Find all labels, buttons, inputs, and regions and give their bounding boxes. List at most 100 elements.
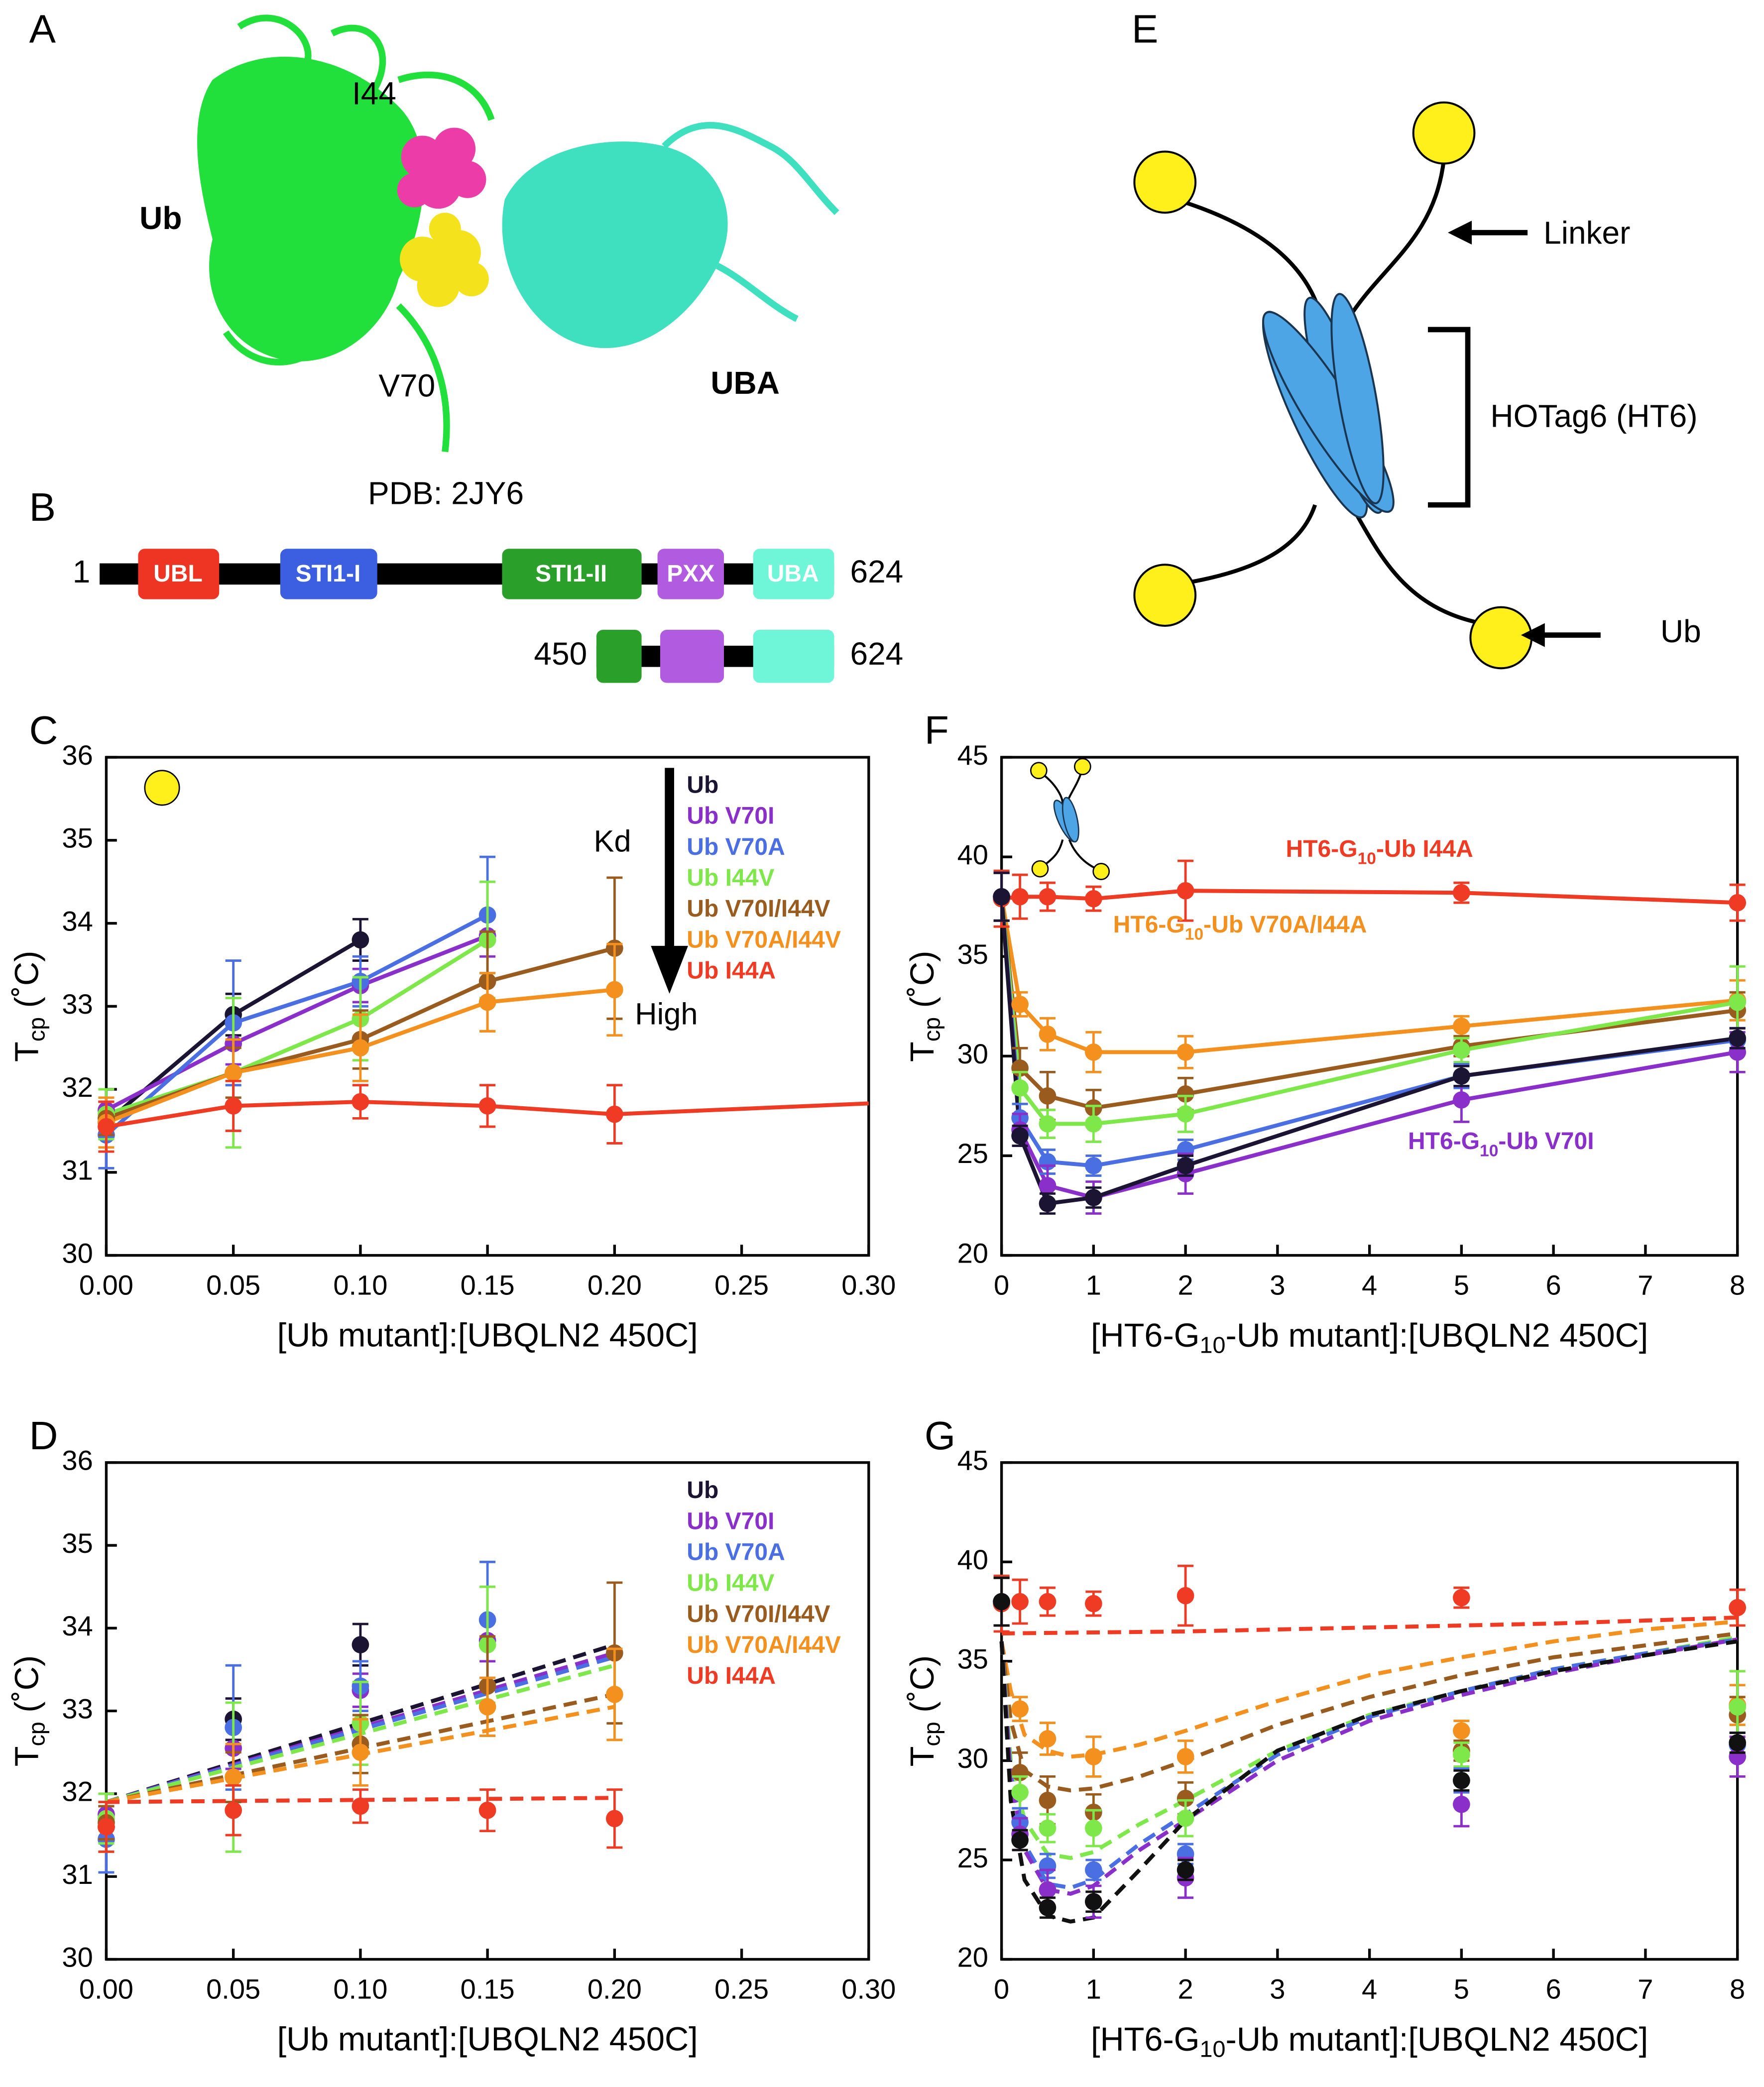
domain-box	[596, 629, 642, 683]
annotation: HT6-G10-Ub V70I	[1408, 1128, 1594, 1160]
data-point	[352, 1093, 369, 1111]
y-tick-label: 33	[62, 988, 93, 1020]
ht6-icon	[1030, 758, 1110, 880]
series-line	[106, 938, 489, 1116]
x-tick-label: 0.30	[841, 1269, 896, 1300]
y-tick-label: 30	[62, 1941, 93, 1972]
y-tick-label: 25	[957, 1138, 988, 1169]
legend-entry: Ub V70A/I44V	[687, 927, 841, 953]
annotation: HT6-G10-Ub I44A	[1286, 836, 1473, 868]
icon-ub	[1031, 860, 1049, 878]
fit-curve	[999, 1635, 1738, 1860]
y-tick-label: 35	[957, 938, 988, 970]
text-part: (˚C)	[8, 1655, 45, 1722]
x-tick-label: 7	[1638, 1269, 1653, 1300]
text-part: [HT6-G	[1091, 2021, 1200, 2058]
i44-spheres	[397, 127, 486, 209]
data-point	[1729, 1698, 1746, 1716]
x-tick-label: 5	[1454, 1269, 1469, 1300]
x-tick-label: 0.15	[461, 1973, 515, 2004]
data-point	[352, 1743, 369, 1761]
y-tick-label: 31	[62, 1858, 93, 1890]
residue-number: 624	[850, 636, 903, 672]
series-line	[105, 913, 488, 1137]
text-part: 10	[1185, 925, 1203, 943]
pdb-label: PDB: 2JY6	[368, 475, 524, 511]
x-tick-label: 0.30	[841, 1973, 896, 2004]
text-part: High	[635, 997, 698, 1032]
data-point	[1039, 1819, 1057, 1837]
x-tick-label: 0	[994, 1973, 1009, 2004]
data-point	[1039, 1195, 1057, 1212]
data-point	[1011, 1593, 1029, 1611]
y-tick-label: 40	[957, 839, 988, 870]
legend-entry: Ub I44V	[687, 865, 774, 891]
y-tick-label: 25	[957, 1842, 988, 1873]
x-tick-label: 3	[1270, 1973, 1285, 2004]
ub-label: Ub	[1660, 613, 1701, 649]
x-tick-label: 0.25	[714, 1973, 769, 2004]
text-part: T	[8, 1746, 45, 1767]
data-point	[993, 888, 1010, 906]
hotag-helices	[1262, 293, 1395, 519]
data-point	[1011, 995, 1029, 1013]
y-axis-label: Tcp (˚C)	[8, 951, 49, 1062]
data-point	[606, 1686, 623, 1703]
data-point	[1011, 1700, 1029, 1718]
text-part: (˚C)	[8, 951, 45, 1017]
y-tick-label: 36	[62, 739, 93, 771]
data-point	[1176, 1044, 1194, 1061]
x-axis-label: [HT6-G10-Ub mutant]:[UBQLN2 450C]	[1091, 2021, 1648, 2062]
data-point	[993, 1593, 1010, 1611]
x-tick-label: 0.20	[588, 1269, 642, 1300]
data-point	[1453, 1091, 1470, 1109]
data-point	[1085, 1157, 1102, 1174]
y-tick-label: 45	[957, 1445, 988, 1476]
y-tick-label: 30	[62, 1237, 93, 1269]
data-point	[1011, 1079, 1029, 1097]
residue-number: 624	[850, 554, 903, 589]
data-point	[1729, 1029, 1746, 1047]
data-point	[1453, 1795, 1470, 1813]
x-tick-label: 0.00	[79, 1269, 133, 1300]
legend-entry: Ub V70A	[687, 1539, 785, 1565]
text-part: cp	[24, 1722, 50, 1746]
legend-entry: Ub I44A	[687, 957, 776, 984]
text-part: T	[8, 1042, 45, 1062]
data-point	[352, 1797, 369, 1815]
data-point	[225, 1768, 242, 1786]
data-point	[1176, 1809, 1194, 1827]
x-tick-label: 8	[1730, 1973, 1745, 2004]
arrows	[1461, 230, 1601, 638]
data-point	[1039, 1899, 1057, 1917]
y-tick-label: 34	[62, 905, 93, 936]
annotation: HT6-G10-Ub V70A/I44A	[1113, 912, 1367, 944]
v70-spheres	[400, 213, 489, 307]
fit-curve	[999, 1637, 1738, 1896]
domain-box	[138, 549, 220, 599]
data-point	[1011, 1783, 1029, 1801]
residue-number: 450	[534, 636, 587, 672]
text-part: 10	[1200, 1332, 1226, 1358]
domain-box	[657, 549, 724, 599]
data-point	[98, 1818, 115, 1836]
panel-letter: C	[29, 708, 58, 752]
text-part: T	[904, 1746, 941, 1767]
text-part: -Ub mutant]:[UBQLN2 450C]	[1225, 2021, 1648, 2058]
data-point	[1176, 1085, 1194, 1103]
data-point	[1039, 1177, 1057, 1194]
data-point	[1085, 1748, 1102, 1765]
data-point	[1085, 1115, 1102, 1133]
domain-box	[660, 629, 724, 683]
data-point	[478, 1097, 496, 1115]
icon-linkers	[1041, 767, 1100, 871]
y-tick-label: 33	[62, 1693, 93, 1724]
data-point	[1176, 1861, 1194, 1879]
domain-name: UBL	[153, 561, 203, 587]
x-tick-label: 0.10	[333, 1973, 387, 2004]
x-tick-label: 0.05	[206, 1973, 260, 2004]
icon-ub	[1030, 762, 1048, 780]
text-part: T	[904, 1042, 941, 1062]
text-part: -Ub V70A/I44A	[1203, 912, 1367, 938]
